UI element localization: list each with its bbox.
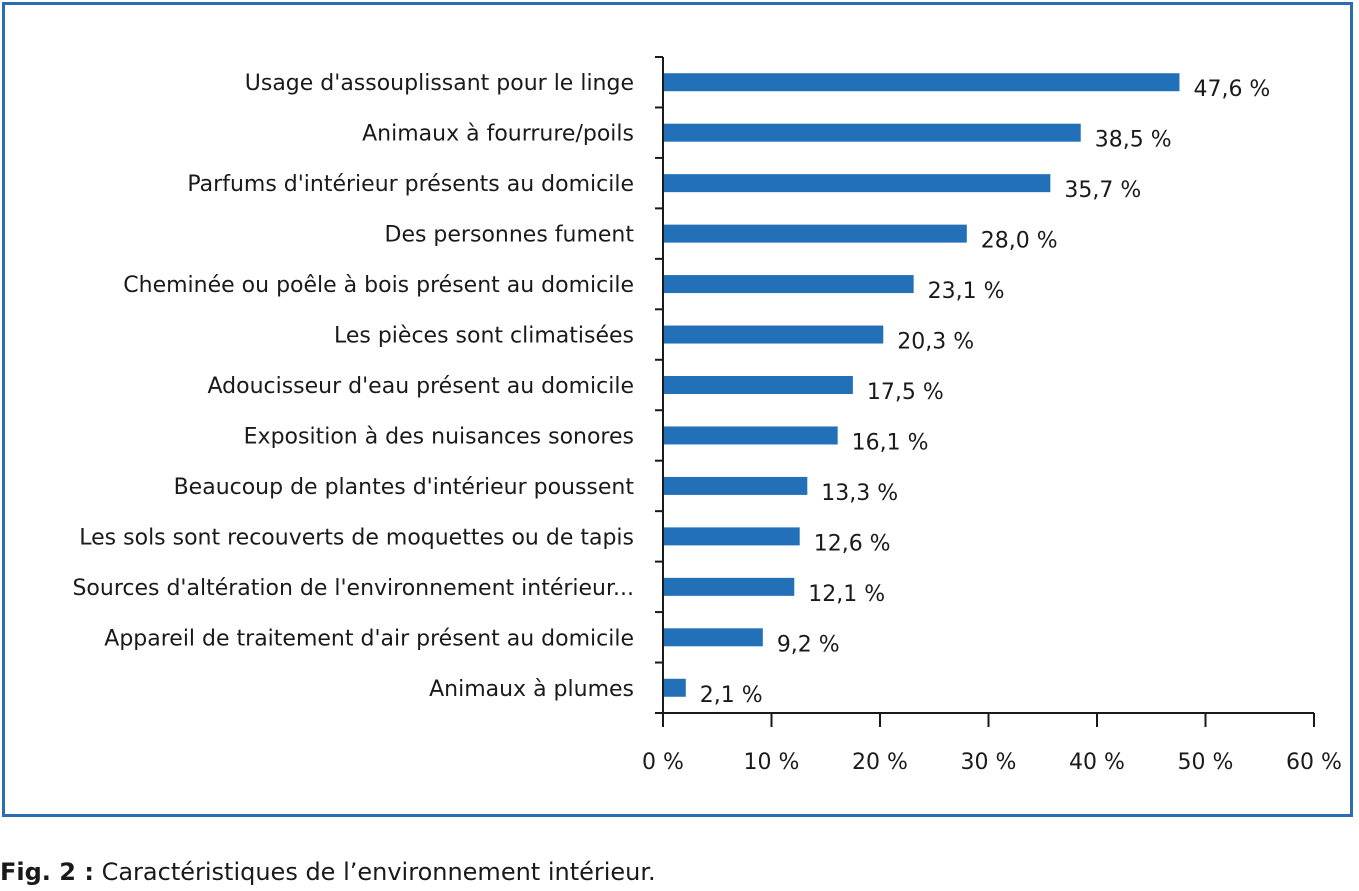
value-label: 13,3 % xyxy=(821,481,898,506)
bars-layer: Usage d'assouplissant pour le linge 47,6 … xyxy=(72,71,1270,708)
bar xyxy=(663,628,763,647)
category-label: Animaux à plumes xyxy=(429,677,634,702)
x-tick-label: 40 % xyxy=(1069,750,1125,775)
category-label: Usage d'assouplissant pour le linge xyxy=(245,71,634,96)
category-label: Exposition à des nuisances sonores xyxy=(244,424,634,449)
bar xyxy=(663,426,838,445)
value-label: 23,1 % xyxy=(928,279,1005,304)
value-label: 16,1 % xyxy=(852,430,929,455)
figure-caption: Fig. 2 : Caractéristiques de l’environne… xyxy=(0,858,656,886)
x-tick-label: 0 % xyxy=(642,750,684,775)
category-label: Les sols sont recouverts de moquettes ou… xyxy=(79,525,634,550)
bar xyxy=(663,73,1180,92)
caption-text: Caractéristiques de l’environnement inté… xyxy=(101,858,656,886)
bar xyxy=(663,476,808,495)
bar xyxy=(663,224,967,243)
bar xyxy=(663,678,686,697)
bar xyxy=(663,174,1051,193)
bar xyxy=(663,527,800,546)
value-label: 38,5 % xyxy=(1095,128,1172,153)
bar-chart: Usage d'assouplissant pour le linge 47,6 … xyxy=(72,56,1342,775)
value-label: 9,2 % xyxy=(777,632,840,657)
bar xyxy=(663,325,884,344)
value-label: 12,6 % xyxy=(814,531,891,556)
caption-prefix: Fig. 2 : xyxy=(0,858,94,886)
x-tick-label: 10 % xyxy=(744,750,800,775)
category-label: Cheminée ou poêle à bois présent au domi… xyxy=(123,273,634,298)
value-label: 2,1 % xyxy=(700,683,763,708)
bar xyxy=(663,123,1081,142)
x-tick-label: 60 % xyxy=(1286,750,1342,775)
category-label: Adoucisseur d'eau présent au domicile xyxy=(207,374,634,399)
category-label: Des personnes fument xyxy=(385,223,635,248)
bar xyxy=(663,577,795,596)
value-label: 47,6 % xyxy=(1193,77,1270,102)
axis-layer: 0 % 10 % 20 % 30 % 40 % 50 % 60 % xyxy=(642,56,1342,775)
value-label: 35,7 % xyxy=(1064,178,1141,203)
x-tick-label: 50 % xyxy=(1178,750,1234,775)
value-label: 28,0 % xyxy=(981,229,1058,254)
category-label: Parfums d'intérieur présents au domicile xyxy=(187,172,634,197)
x-tick-label: 30 % xyxy=(961,750,1017,775)
category-label: Appareil de traitement d'air présent au … xyxy=(104,626,634,651)
value-label: 17,5 % xyxy=(867,380,944,405)
bar xyxy=(663,376,853,394)
bar xyxy=(663,275,914,294)
value-label: 12,1 % xyxy=(808,582,885,607)
category-label: Les pièces sont climatisées xyxy=(334,324,634,349)
value-label: 20,3 % xyxy=(897,330,974,355)
x-tick-label: 20 % xyxy=(852,750,908,775)
category-label: Beaucoup de plantes d'intérieur poussent xyxy=(174,475,635,500)
category-label: Animaux à fourrure/poils xyxy=(362,122,634,147)
chart-frame xyxy=(2,2,1353,817)
category-label: Sources d'altération de l'environnement … xyxy=(72,576,634,601)
